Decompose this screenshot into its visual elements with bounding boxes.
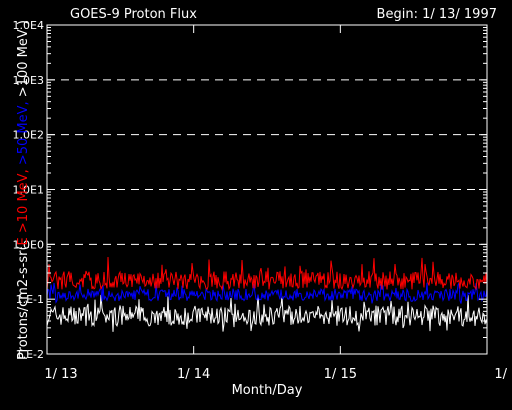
y-tick-label: 1.0E4 (13, 19, 44, 32)
grid-lines (47, 79, 487, 245)
x-tick-label: 1/ 13 (44, 367, 77, 382)
y-axis-label-50mev: >50 MeV, (16, 97, 31, 165)
y-tick-label: 1.0E1 (13, 184, 44, 197)
x-tick-label: 1/ 14 (177, 367, 210, 382)
y-tick-label: 1.E-1 (16, 293, 44, 306)
series-line (46, 256, 488, 292)
series-line (46, 294, 488, 332)
series-line (46, 281, 488, 304)
chart-title: GOES-9 Proton Flux (70, 7, 197, 22)
y-tick-label: 1.E-2 (16, 348, 44, 361)
y-axis-label-prefix: Protons/cm2-s-sr( (16, 245, 31, 360)
x-axis: 1/ 13 1/ 14 1/ 15 1/ 16 (44, 25, 512, 382)
y-axis-label-10mev: E >10 MeV, (16, 165, 31, 245)
y-axis-label: Protons/cm2-s-sr(E >10 MeV, >50 MeV, >10… (16, 20, 31, 360)
y-tick-label: 1.0E0 (13, 238, 44, 251)
x-tick-label: 1/ 16 (494, 367, 512, 382)
series-group (46, 256, 488, 332)
y-axis-label-100mev: >100 MeV ) (16, 20, 31, 97)
y-axis: 1.0E4 1.0E3 1.0E2 1.0E1 1.0E0 1.E-1 1.E-2 (13, 19, 487, 361)
chart-subtitle: Begin: 1/ 13/ 1997 (377, 7, 497, 22)
x-axis-label: Month/Day (232, 383, 303, 398)
x-tick-label: 1/ 15 (324, 367, 357, 382)
y-tick-label: 1.0E2 (13, 129, 44, 142)
y-tick-label: 1.0E3 (13, 74, 44, 87)
